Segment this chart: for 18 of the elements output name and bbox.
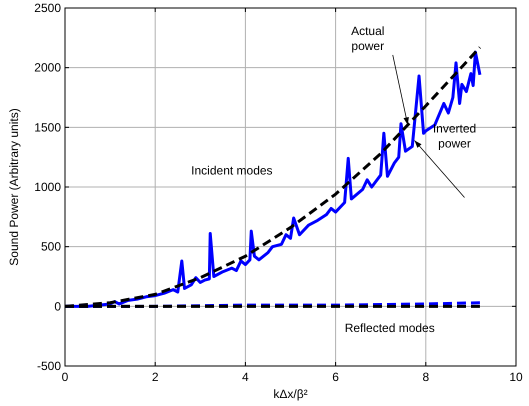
- y-tick-label: 1000: [34, 180, 62, 194]
- annotation: Reflected modes: [344, 320, 435, 335]
- x-axis-title: kΔx/β²: [273, 387, 308, 401]
- y-tick-label: 0: [54, 299, 62, 314]
- annotation: Inverted power: [432, 121, 476, 150]
- x-tick-label: 4: [242, 370, 250, 384]
- annotation: Actual power: [351, 24, 384, 53]
- x-tick-label: 10: [509, 370, 523, 384]
- x-tick-label: 6: [332, 370, 340, 384]
- y-tick-label: 2500: [34, 1, 62, 15]
- annotation: Incident modes: [191, 163, 273, 178]
- y-tick-label: -500: [36, 359, 62, 373]
- x-tick-label: 8: [422, 370, 430, 384]
- y-tick-label: 2000: [34, 60, 62, 75]
- y-axis-title: Sound Power (Arbitrary units): [7, 108, 21, 266]
- y-tick-label: 500: [40, 240, 62, 254]
- x-tick-label: 2: [152, 370, 159, 384]
- y-tick-label: 1500: [34, 120, 62, 134]
